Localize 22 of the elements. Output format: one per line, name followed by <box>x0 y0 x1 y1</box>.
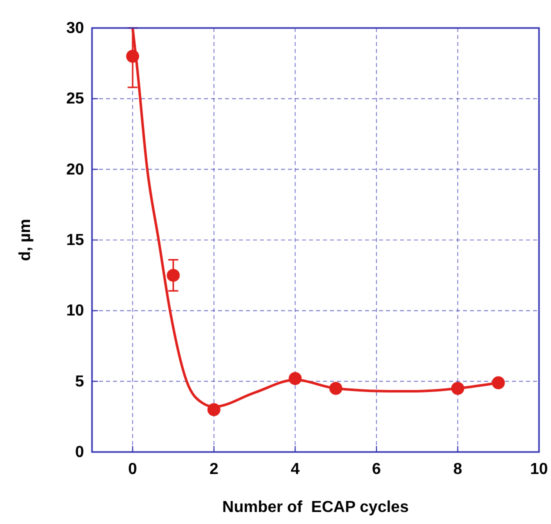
y-tick-label: 25 <box>66 90 84 108</box>
point <box>207 403 220 416</box>
x-axis-title: Number of ECAP cycles <box>222 499 409 516</box>
point <box>166 268 180 282</box>
point <box>288 372 302 386</box>
y-axis-title: d, µm <box>17 218 34 262</box>
point <box>126 50 140 63</box>
x-tick-label: 0 <box>128 461 138 478</box>
y-tick-label: 20 <box>66 161 84 178</box>
point <box>451 382 464 395</box>
y-tick-label: 15 <box>66 232 84 249</box>
y-tick-label: 10 <box>66 302 84 320</box>
x-tick-label: 10 <box>530 461 548 478</box>
point <box>329 382 342 395</box>
point <box>492 376 505 390</box>
x-tick-label: 4 <box>290 461 300 478</box>
y-tick-label: 0 <box>75 444 84 461</box>
x-tick-label: 8 <box>453 461 462 478</box>
x-tick-label: 2 <box>209 461 218 478</box>
y-tick-label: 5 <box>75 373 84 390</box>
y-tick-label: 30 <box>66 20 84 37</box>
x-tick-label: 6 <box>372 461 381 478</box>
